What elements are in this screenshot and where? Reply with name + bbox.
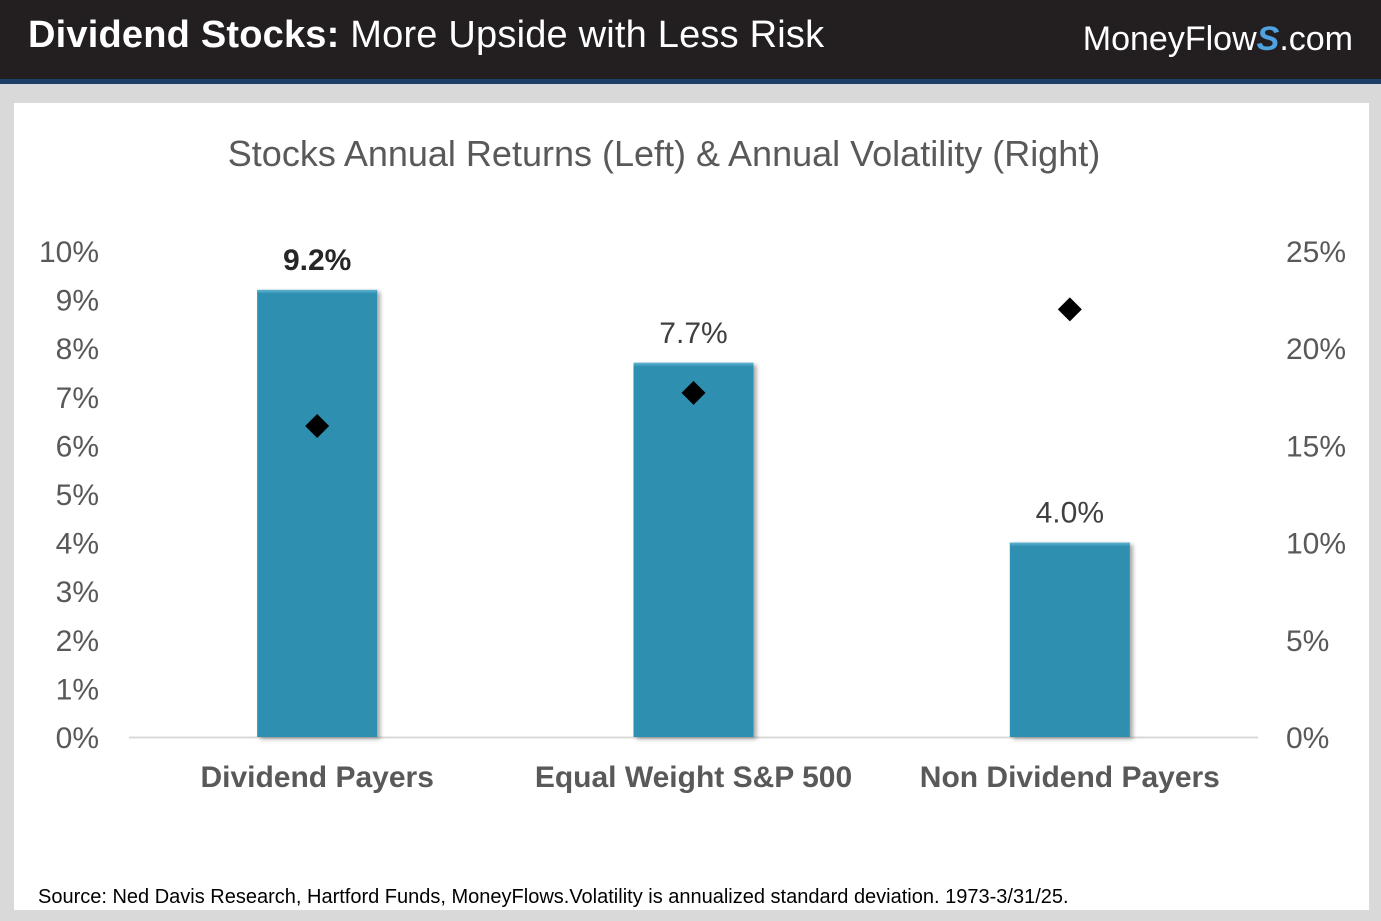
bar-data-labels: 9.2% 7.7% 4.0% — [283, 244, 1104, 530]
left-tick-label: 7% — [56, 382, 99, 415]
left-tick-label: 2% — [56, 625, 99, 658]
left-tick-label: 10% — [39, 236, 99, 269]
bar — [257, 289, 378, 737]
page-title: Dividend Stocks: More Upside with Less R… — [28, 14, 824, 57]
right-tick-label: 20% — [1286, 333, 1346, 366]
category-labels: Dividend Payers Equal Weight S&P 500 Non D… — [200, 761, 1219, 794]
left-tick-label: 9% — [56, 285, 99, 318]
chart-title: Stocks Annual Returns (Left) & Annual Vo… — [228, 133, 1100, 174]
bar-data-label: 9.2% — [283, 244, 351, 277]
category-label: Non Dividend Payers — [920, 761, 1220, 794]
right-tick-label: 15% — [1286, 430, 1346, 463]
page-title-bold: Dividend Stocks: — [28, 14, 340, 56]
left-axis: 0% 1% 2% 3% 4% 5% 6% 7% 8% 9% 10% — [39, 236, 99, 755]
bar-data-label: 4.0% — [1036, 497, 1104, 530]
brand-tld: .com — [1279, 20, 1353, 58]
left-tick-label: 8% — [56, 333, 99, 366]
bar-top-highlight — [633, 362, 754, 367]
left-tick-label: 6% — [56, 430, 99, 463]
right-tick-label: 25% — [1286, 236, 1346, 269]
category-label: Equal Weight S&P 500 — [535, 761, 852, 794]
brand-logo: MoneyFlowS.com — [1083, 20, 1353, 59]
left-tick-label: 5% — [56, 479, 99, 512]
right-tick-label: 0% — [1286, 722, 1329, 755]
page-title-rest: More Upside with Less Risk — [339, 14, 825, 56]
volatility-marker — [305, 413, 330, 438]
bar-top-highlight — [1009, 542, 1130, 547]
right-axis: 0% 5% 10% 15% 20% 25% — [1286, 236, 1346, 755]
volatility-marker — [681, 380, 706, 405]
header-bar: Dividend Stocks: More Upside with Less R… — [0, 0, 1381, 84]
right-tick-label: 5% — [1286, 625, 1329, 658]
volatility-series — [305, 297, 1082, 438]
bar-series — [257, 289, 1130, 737]
category-label: Dividend Payers — [200, 761, 433, 794]
brand-main: MoneyFlow — [1082, 20, 1257, 58]
left-tick-label: 3% — [56, 576, 99, 609]
bar — [633, 362, 754, 737]
bar-top-highlight — [257, 289, 378, 294]
brand-s: S — [1256, 20, 1280, 58]
volatility-marker — [1057, 297, 1082, 322]
bar — [1009, 542, 1130, 737]
left-tick-label: 4% — [56, 528, 99, 561]
left-tick-label: 1% — [56, 673, 99, 706]
source-note: Source: Ned Davis Research, Hartford Fun… — [38, 886, 1069, 908]
bar-data-label: 7.7% — [659, 317, 727, 350]
left-tick-label: 0% — [56, 722, 99, 755]
right-tick-label: 10% — [1286, 528, 1346, 561]
